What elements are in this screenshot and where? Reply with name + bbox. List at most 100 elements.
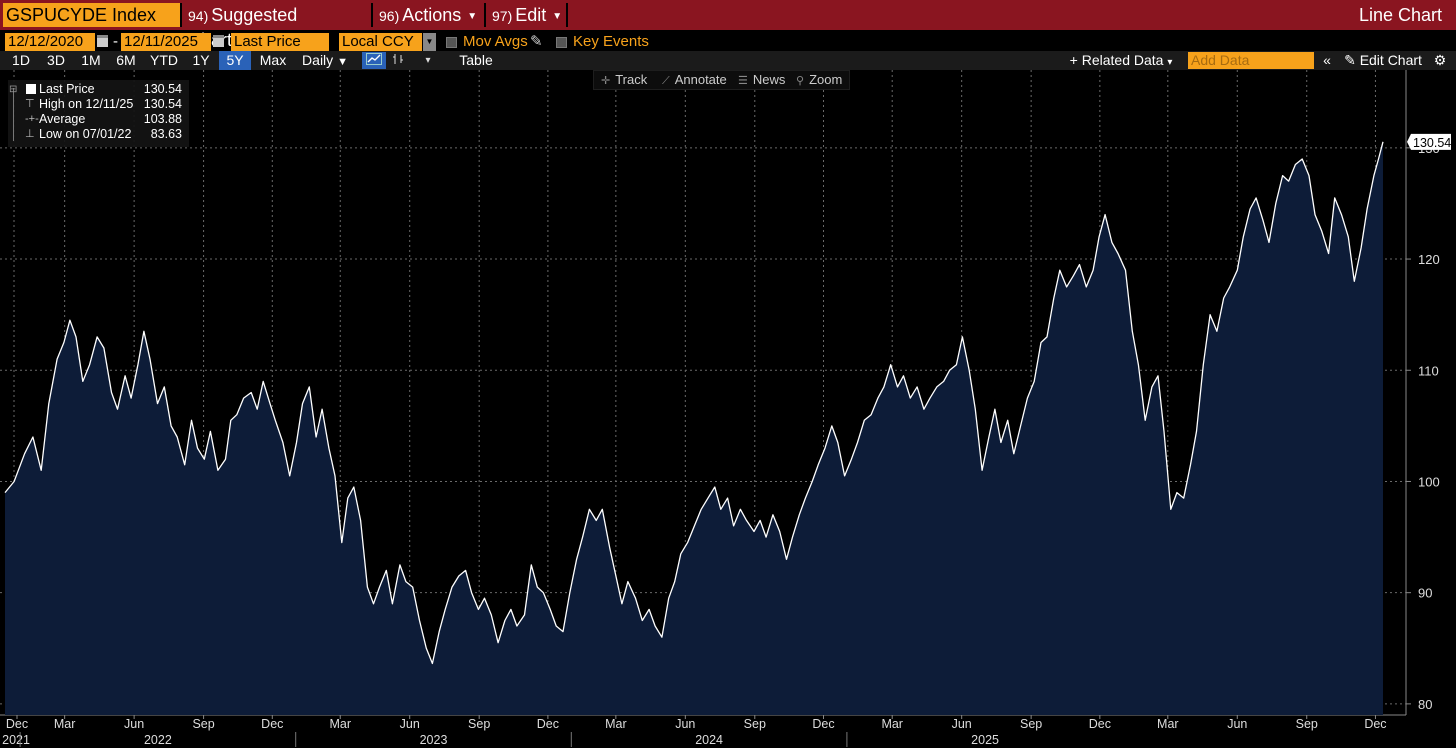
chevron-down-icon: ▼ (467, 11, 478, 22)
range-button-ytd[interactable]: YTD (150, 52, 178, 68)
range-button-1y[interactable]: 1Y (192, 52, 210, 68)
collapse-icon[interactable]: « (1323, 52, 1331, 68)
range-button-3d[interactable]: 3D (47, 52, 65, 68)
x-tick-label: Dec (1089, 717, 1111, 731)
currency-select[interactable]: Local CCY (339, 33, 422, 51)
legend-row-high: ⊤ High on 12/11/25 130.54 (8, 97, 189, 112)
x-tick-label: Jun (124, 717, 144, 731)
x-tick-label: Dec (537, 717, 559, 731)
gear-icon[interactable]: ⚙ (1433, 52, 1447, 68)
plus-icon: + (1069, 52, 1078, 68)
chevron-down-icon: ▾ (1167, 57, 1173, 68)
mov-avgs-checkbox[interactable] (446, 37, 457, 48)
chart-mode-label: Line Chart (1358, 5, 1442, 25)
legend-value: 103.88 (143, 112, 182, 126)
date-separator: - (113, 33, 118, 50)
range-button-6m[interactable]: 6M (116, 52, 136, 68)
separator (180, 3, 182, 27)
chart-toolbar: ✛ Track ⟋ Annotate ☰ News ⚲ Zoom (593, 70, 850, 90)
x-tick-label: Dec (1364, 717, 1386, 731)
x-tick-label: Mar (1157, 717, 1179, 731)
legend-row-last-price[interactable]: ⊟ Last Price 130.54 (8, 82, 189, 97)
frequency-select[interactable]: Daily ▼ (296, 51, 354, 70)
y-tick-label: 110 (1418, 363, 1439, 378)
add-data-input[interactable]: Add Data (1188, 52, 1314, 69)
x-tick-label: Sep (744, 717, 766, 731)
low-marker-icon: ⊥ (25, 128, 35, 140)
actions-menu[interactable]: 96) Actions ▼ (373, 3, 483, 27)
x-tick-label: Mar (329, 717, 351, 731)
track-tool[interactable]: ✛ Track (601, 71, 647, 89)
range-button-1m[interactable]: 1M (81, 52, 101, 68)
range-button-5y[interactable]: 5Y (219, 51, 251, 70)
x-tick-label: Sep (1296, 717, 1318, 731)
calendar-icon[interactable] (213, 35, 224, 47)
key-events-label[interactable]: Key Events (573, 33, 649, 50)
range-row: 1D 3D 1M 6M YTD 1Y 5Y Max Daily ▼ ▾ Tabl… (0, 51, 1456, 70)
high-marker-icon: ⊤ (25, 98, 35, 110)
suggested-charts-menu[interactable]: 94)Suggested Charts▼ (182, 3, 370, 50)
legend-label: Average (39, 112, 86, 126)
separator (371, 3, 373, 27)
legend-label: Low on 07/01/22 (39, 127, 132, 141)
title-bar: GSPUCYDE Index 94)Suggested Charts▼ 96)A… (0, 0, 1456, 50)
key-events-checkbox[interactable] (556, 37, 567, 48)
price-chart[interactable]: 8090100110120130130.54DecMarJunSepDecMar… (0, 70, 1456, 748)
price-line[interactable] (4, 141, 1384, 665)
series-swatch (26, 84, 36, 94)
x-tick-label: Mar (881, 717, 903, 731)
range-button-max[interactable]: Max (259, 52, 287, 68)
x-tick-label: Sep (468, 717, 490, 731)
zoom-label: Zoom (809, 72, 843, 87)
end-date-input[interactable]: 12/11/2025 (121, 33, 211, 51)
zoom-tool[interactable]: ⚲ Zoom (796, 71, 842, 89)
year-label: 2021 (2, 733, 30, 747)
chevron-down-icon[interactable]: ▼ (423, 33, 436, 51)
edit-menu[interactable]: 97) Edit ▼ (486, 3, 566, 27)
table-button[interactable]: Table (459, 52, 493, 68)
calendar-icon[interactable] (97, 35, 108, 47)
x-tick-label: Jun (675, 717, 695, 731)
legend-value: 130.54 (143, 82, 182, 96)
separator (566, 3, 568, 27)
menu-label: Edit (515, 5, 547, 25)
frequency-label: Daily (302, 52, 334, 68)
annotate-tool[interactable]: ⟋ Annotate (662, 71, 727, 89)
related-data-button[interactable]: + Related Data ▾ (1062, 51, 1180, 70)
menu-number: 94) (188, 8, 209, 24)
pencil-icon[interactable]: ✎ (530, 33, 543, 50)
legend-value: 130.54 (143, 97, 182, 111)
year-label: 2023 (420, 733, 448, 747)
y-tick-label: 100 (1418, 474, 1440, 489)
year-label: 2022 (144, 733, 172, 747)
x-tick-label: Dec (812, 717, 834, 731)
annotate-icon: ⟋ (662, 75, 670, 87)
range-button-1d[interactable]: 1D (12, 52, 30, 68)
crosshair-icon: ✛ (601, 75, 611, 87)
chevron-down-icon: ▼ (337, 56, 348, 68)
start-date-input[interactable]: 12/12/2020 (5, 33, 95, 51)
x-tick-label: Mar (605, 717, 627, 731)
bar-chart-icon[interactable] (388, 52, 408, 69)
mov-avgs-label[interactable]: Mov Avgs (463, 33, 528, 50)
edit-chart-button[interactable]: ✎ Edit Chart (1340, 51, 1426, 70)
y-tick-label: 80 (1418, 697, 1432, 712)
chevron-down-icon: ▼ (552, 11, 563, 22)
legend-value: 83.63 (150, 127, 182, 141)
zoom-icon: ⚲ (796, 75, 805, 87)
y-tick-label: 120 (1418, 252, 1440, 267)
menu-number: 97) (492, 8, 513, 24)
collapse-icon[interactable]: ⊟ (9, 84, 18, 95)
legend-row-low: ⊥ Low on 07/01/22 83.63 (8, 127, 189, 142)
settings-row: 12/12/2020 - 12/11/2025 Last Price Local… (0, 31, 1456, 52)
x-tick-label: Dec (6, 717, 28, 731)
price-field-select[interactable]: Last Price (231, 33, 329, 51)
ticker-field[interactable]: GSPUCYDE Index (3, 3, 180, 27)
line-chart-icon[interactable] (362, 52, 386, 69)
chevron-down-icon[interactable]: ▾ (425, 55, 431, 66)
related-data-label: Related Data (1081, 52, 1164, 68)
last-price-tag (1407, 133, 1451, 150)
menu-number: 96) (379, 8, 400, 24)
x-tick-label: Jun (1227, 717, 1247, 731)
news-tool[interactable]: ☰ News (738, 71, 785, 89)
